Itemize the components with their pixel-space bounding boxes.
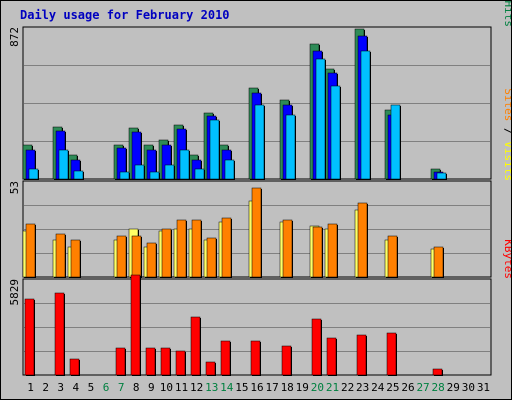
bar-pages-day-1 [28,168,39,180]
panel-1-ylabel-part-5: Hits [502,1,511,27]
x-tick-label-day-6: 6 [103,381,110,394]
panel-1-ymax-label: 872 [8,27,21,47]
x-tick-label-day-28: 28 [432,381,445,394]
bar-sites-day-23 [357,202,368,278]
x-tick-label-day-8: 8 [133,381,140,394]
bar-kbytes-day-21 [326,337,337,376]
bar-sites-day-18 [282,219,293,278]
panel-3-ymax-label: 5829 [8,279,21,306]
bar-sites-day-20 [312,226,323,278]
x-tick-label-day-5: 5 [88,381,95,394]
bar-kbytes-day-16 [250,340,261,376]
bar-sites-day-28 [433,246,444,278]
bar-kbytes-day-8 [130,274,141,376]
x-tick-label-day-30: 30 [462,381,475,394]
panel-1-ylabel: Pages / Files / Hits [502,1,511,27]
x-tick-label-day-21: 21 [326,381,339,394]
panel-3-ylabel-part-1: KBytes [502,239,511,279]
x-tick-label-day-18: 18 [281,381,294,394]
bar-sites-day-16 [251,187,262,278]
bar-pages-day-7 [119,171,130,180]
x-tick-label-day-17: 17 [265,381,278,394]
bar-kbytes-day-13 [205,361,216,376]
bar-pages-day-25 [390,104,401,180]
bar-pages-day-11 [179,149,190,180]
panel-2-ylabel-part-1: Sites [502,88,511,121]
bar-kbytes-day-14 [220,340,231,376]
bar-pages-day-10 [164,164,175,180]
bar-sites-day-25 [387,235,398,278]
x-tick-label-day-15: 15 [235,381,248,394]
x-tick-label-day-26: 26 [401,381,414,394]
bar-sites-day-8 [131,235,142,278]
bar-sites-day-4 [70,239,81,278]
bar-pages-day-3 [58,149,69,180]
bar-kbytes-day-28 [432,368,443,376]
x-tick-label-day-4: 4 [73,381,80,394]
bar-kbytes-day-25 [386,332,397,376]
x-tick-label-day-24: 24 [371,381,385,394]
bar-pages-day-16 [254,104,265,180]
bar-pages-day-13 [209,119,220,180]
bar-kbytes-day-12 [190,316,201,376]
panel-3-ylabel: KBytes [502,239,511,279]
bar-sites-day-9 [146,242,157,278]
x-tick-label-day-19: 19 [296,381,309,394]
bar-kbytes-day-9 [145,347,156,376]
chart-title: Daily usage for February 2010 [20,8,230,22]
bar-kbytes-day-10 [160,347,171,376]
x-tick-label-day-13: 13 [205,381,218,394]
x-tick-label-day-16: 16 [250,381,263,394]
bar-pages-day-23 [360,50,371,180]
panel-2-ylabel-part-3: Visits [502,141,511,181]
bar-pages-day-14 [224,159,235,180]
x-tick-label-day-2: 2 [42,381,49,394]
bar-kbytes-day-7 [115,347,126,376]
bar-pages-day-20 [315,58,326,180]
bar-sites-day-3 [55,233,66,278]
bar-sites-day-11 [176,219,187,278]
x-tick-label-day-9: 9 [148,381,155,394]
x-tick-label-day-20: 20 [311,381,324,394]
x-tick-label-day-10: 10 [160,381,173,394]
x-tick-label-day-29: 29 [447,381,460,394]
bar-sites-day-14 [221,217,232,278]
bar-kbytes-day-23 [356,334,367,376]
bar-pages-day-9 [149,171,160,180]
bar-pages-day-4 [73,170,84,180]
bar-pages-day-18 [285,114,296,180]
x-tick-label-day-1: 1 [27,381,34,394]
bar-pages-day-28 [436,172,447,180]
x-tick-label-day-25: 25 [386,381,399,394]
bar-kbytes-day-4 [69,358,80,376]
bar-sites-day-12 [191,219,202,278]
x-tick-label-day-12: 12 [190,381,203,394]
bar-kbytes-day-3 [54,292,65,376]
bar-pages-day-12 [194,168,205,180]
x-tick-label-day-27: 27 [416,381,429,394]
bar-sites-day-7 [116,235,127,278]
x-tick-label-day-23: 23 [356,381,369,394]
bar-sites-day-13 [206,237,217,278]
bar-sites-day-21 [327,223,338,278]
bar-pages-day-21 [330,85,341,180]
bar-pages-day-8 [134,164,145,180]
panel-2-ylabel: Sites / Visits [502,88,511,181]
x-tick-label-day-7: 7 [118,381,125,394]
bar-sites-day-10 [161,228,172,278]
x-tick-label-day-31: 31 [477,381,490,394]
x-tick-label-day-3: 3 [57,381,64,394]
panel-2-ylabel-part-2: / [502,121,511,141]
bar-kbytes-day-18 [281,345,292,376]
x-tick-label-day-11: 11 [175,381,188,394]
bar-sites-day-1 [25,223,36,278]
x-tick-label-day-22: 22 [341,381,354,394]
bar-kbytes-day-11 [175,350,186,376]
bar-kbytes-day-1 [24,298,35,376]
bar-kbytes-day-20 [311,318,322,376]
x-tick-label-day-14: 14 [220,381,234,394]
panel-2-ymax-label: 53 [8,181,21,194]
